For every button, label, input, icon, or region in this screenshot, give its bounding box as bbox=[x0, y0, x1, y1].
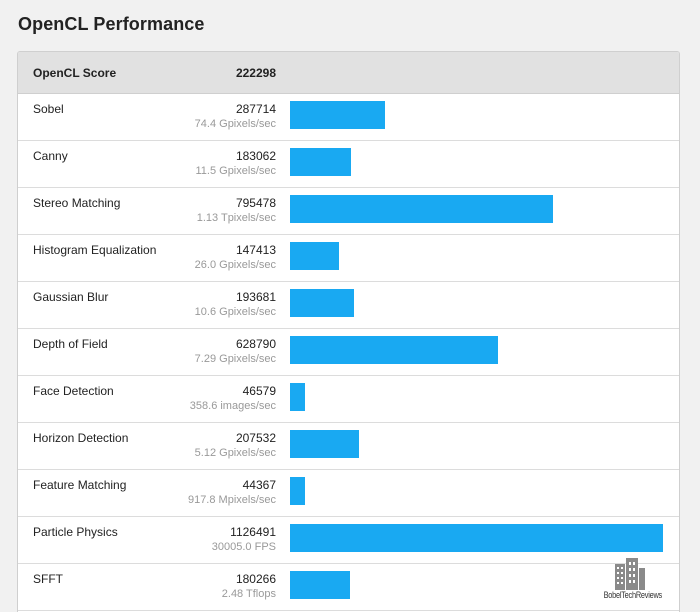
benchmark-name: Stereo Matching bbox=[33, 196, 121, 210]
score-bar bbox=[290, 524, 663, 552]
score-bar bbox=[290, 571, 350, 599]
score-bar bbox=[290, 336, 498, 364]
table-header: OpenCL Score 222298 bbox=[18, 52, 679, 94]
results-table: OpenCL Score 222298 Sobel 287714 74.4 Gpix… bbox=[17, 51, 680, 612]
benchmark-name: SFFT bbox=[33, 572, 63, 586]
score-bar bbox=[290, 195, 553, 223]
benchmark-score: 1126491 bbox=[230, 525, 276, 539]
benchmark-score: 207532 bbox=[235, 431, 276, 445]
benchmark-score: 180266 bbox=[235, 572, 276, 586]
score-bar bbox=[290, 289, 354, 317]
benchmark-score: 147413 bbox=[235, 243, 276, 257]
benchmark-throughput: 11.5 Gpixels/sec bbox=[195, 165, 276, 177]
benchmark-name: Sobel bbox=[33, 102, 64, 116]
table-row: Feature Matching 44367 917.8 Mpixels/sec bbox=[18, 470, 679, 517]
benchmark-name: Face Detection bbox=[33, 384, 114, 398]
page-title: OpenCL Performance bbox=[18, 14, 205, 34]
benchmark-throughput: 5.12 Gpixels/sec bbox=[194, 447, 276, 459]
table-row: Canny 183062 11.5 Gpixels/sec bbox=[18, 141, 679, 188]
watermark: BobelTechReviews bbox=[598, 556, 663, 604]
benchmark-score: 795478 bbox=[235, 196, 276, 210]
table-row: Particle Physics 1126491 30005.0 FPS bbox=[18, 517, 679, 564]
table-row: Depth of Field 628790 7.29 Gpixels/sec bbox=[18, 329, 679, 376]
table-row: Face Detection 46579 358.6 images/sec bbox=[18, 376, 679, 423]
benchmark-throughput: 2.48 Tflops bbox=[221, 588, 276, 600]
benchmark-score: 193681 bbox=[235, 290, 276, 304]
benchmark-score: 183062 bbox=[235, 149, 276, 163]
benchmark-throughput: 74.4 Gpixels/sec bbox=[194, 118, 276, 130]
score-bar bbox=[290, 242, 339, 270]
benchmark-throughput: 30005.0 FPS bbox=[211, 541, 276, 553]
score-header-value: 222298 bbox=[235, 66, 276, 80]
score-bar bbox=[290, 477, 305, 505]
benchmark-name: Depth of Field bbox=[33, 337, 108, 351]
benchmark-throughput: 10.6 Gpixels/sec bbox=[194, 306, 276, 318]
table-row: Horizon Detection 207532 5.12 Gpixels/sec bbox=[18, 423, 679, 470]
watermark-text: BobelTechReviews bbox=[603, 590, 663, 600]
score-bar bbox=[290, 101, 385, 129]
benchmark-throughput: 26.0 Gpixels/sec bbox=[194, 259, 276, 271]
benchmark-name: Histogram Equalization bbox=[33, 243, 157, 257]
benchmark-name: Canny bbox=[33, 149, 68, 163]
score-header-label: OpenCL Score bbox=[33, 66, 117, 80]
table-row: Sobel 287714 74.4 Gpixels/sec bbox=[18, 94, 679, 141]
result-rows: Sobel 287714 74.4 Gpixels/sec Canny 183062 11… bbox=[18, 94, 679, 611]
score-bar bbox=[290, 383, 305, 411]
benchmark-name: Horizon Detection bbox=[33, 431, 129, 445]
benchmark-score: 44367 bbox=[242, 478, 276, 492]
table-row: SFFT 180266 2.48 Tflops bbox=[18, 564, 679, 611]
building-logo-icon bbox=[615, 558, 645, 590]
benchmark-score: 628790 bbox=[235, 337, 276, 351]
benchmark-name: Particle Physics bbox=[33, 525, 118, 539]
benchmark-score: 287714 bbox=[235, 102, 276, 116]
benchmark-name: Gaussian Blur bbox=[33, 290, 109, 304]
benchmark-throughput: 358.6 images/sec bbox=[189, 400, 276, 412]
table-row: Histogram Equalization 147413 26.0 Gpixels… bbox=[18, 235, 679, 282]
score-bar bbox=[290, 430, 359, 458]
score-bar bbox=[290, 148, 351, 176]
table-row: Gaussian Blur 193681 10.6 Gpixels/sec bbox=[18, 282, 679, 329]
benchmark-name: Feature Matching bbox=[33, 478, 127, 492]
benchmark-score: 46579 bbox=[242, 384, 276, 398]
benchmark-throughput: 7.29 Gpixels/sec bbox=[194, 353, 276, 365]
benchmark-throughput: 1.13 Tpixels/sec bbox=[196, 212, 276, 224]
benchmark-throughput: 917.8 Mpixels/sec bbox=[187, 494, 276, 506]
table-row: Stereo Matching 795478 1.13 Tpixels/sec bbox=[18, 188, 679, 235]
